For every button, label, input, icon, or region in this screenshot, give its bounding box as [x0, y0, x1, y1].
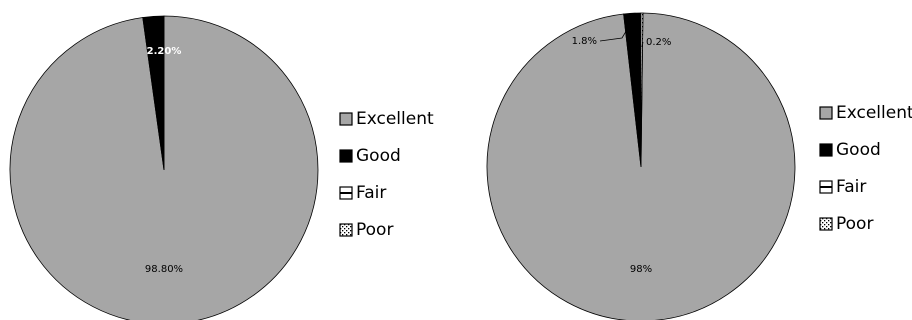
leader-line-good	[599, 22, 632, 42]
legend-label-fair: Fair	[836, 177, 866, 197]
slice-excellent	[9, 15, 319, 320]
legend-label-good: Good	[356, 146, 401, 166]
legend-swatch-good	[819, 143, 833, 157]
leader-line-poor	[641, 41, 644, 48]
data-label-excellent: 98.80%	[145, 264, 183, 275]
slice-excellent	[486, 12, 796, 320]
legend-swatch-excellent	[819, 106, 833, 120]
legend-label-good: Good	[836, 140, 881, 160]
legend-label-fair: Fair	[356, 183, 386, 203]
data-label-good: 1.8%	[572, 36, 597, 47]
legend-swatch-poor	[819, 217, 833, 231]
pie-chart-2: 98% 1.8% 0.2% Excellent Good Fair Poor	[486, 12, 912, 320]
data-label-excellent: 98%	[630, 264, 652, 275]
legend-label-poor: Poor	[356, 220, 393, 240]
legend-label-excellent: Excellent	[356, 109, 434, 129]
pie-chart-1: 98.80% 2.20% Excellent Good Fair Poor	[9, 15, 434, 320]
data-label-good: 2.20%	[147, 46, 182, 57]
slice-poor	[640, 12, 644, 168]
legend-swatch-good	[339, 149, 353, 163]
legend-swatch-excellent	[339, 112, 353, 126]
slice-good	[142, 15, 165, 171]
legend-swatch-poor	[339, 223, 353, 237]
legend-label-poor: Poor	[836, 214, 873, 234]
legend-label-excellent: Excellent	[836, 103, 912, 123]
data-label-poor: 0.2%	[646, 37, 671, 48]
